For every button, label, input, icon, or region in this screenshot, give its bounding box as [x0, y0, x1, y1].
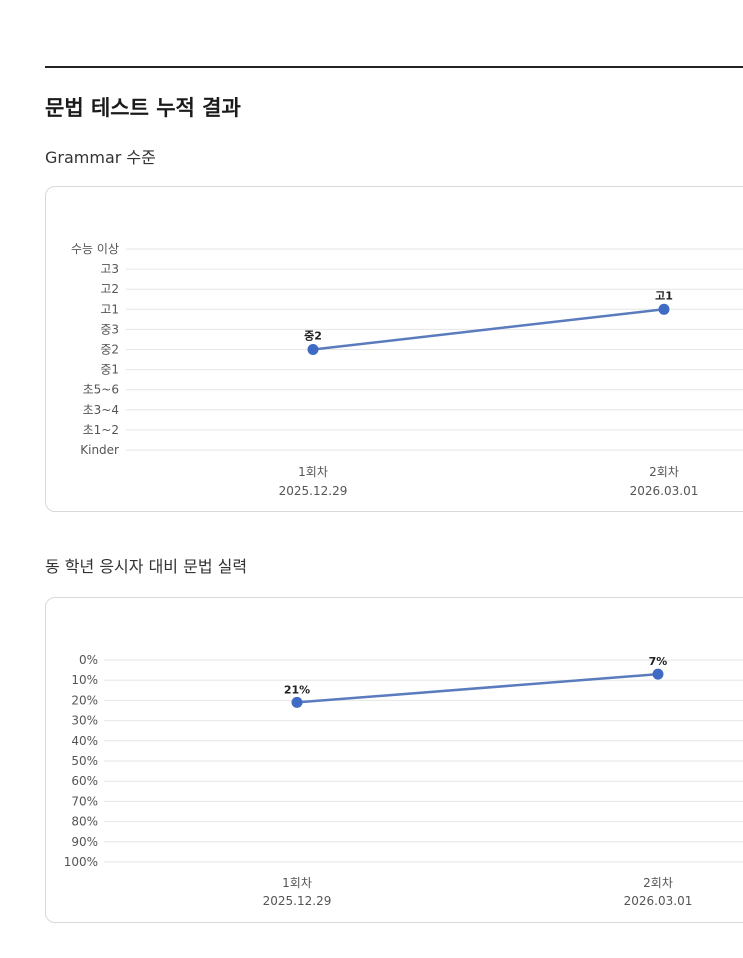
data-point	[658, 303, 670, 315]
grammar-level-chart: Kinder 초1~2 초3~4 초5~6 중1 중2 중3 고1 고2 고3 수능 이상 1회차 20…	[71, 242, 743, 498]
x-category-label: 2회차	[643, 876, 673, 890]
y-tick-label: 0%	[79, 653, 98, 667]
y-tick-label: 20%	[71, 693, 98, 707]
page-title: 문법 테스트 누적 결과	[45, 96, 241, 120]
y-tick-label: 40%	[71, 734, 98, 748]
data-point	[307, 344, 319, 355]
data-point	[291, 696, 303, 708]
data-label: 21%	[284, 683, 310, 696]
y-tick-label: 60%	[71, 774, 98, 788]
series-line	[296, 672, 659, 704]
y-tick-label: 10%	[71, 673, 98, 687]
y-tick-label: 중2	[100, 343, 119, 357]
y-tick-label: Kinder	[80, 443, 119, 457]
y-tick-label: 90%	[71, 835, 98, 849]
grammar-level-chart-card: Kinder 초1~2 초3~4 초5~6 중1 중2 중3 고1 고2 고3 수능 이상 1회차 20…	[45, 186, 743, 512]
y-tick-label: 초3~4	[83, 403, 119, 417]
y-tick-label: 80%	[71, 815, 98, 829]
y-tick-label: 고2	[100, 282, 119, 296]
x-category-date: 2026.03.01	[630, 484, 699, 498]
y-tick-label: 수능 이상	[71, 242, 119, 256]
y-tick-label: 고1	[100, 302, 119, 316]
data-label: 중2	[304, 330, 322, 343]
x-category-date: 2025.12.29	[263, 894, 332, 908]
percentile-chart: 0% 10% 20% 30% 40% 50% 60% 70% 80% 90% 100% 1회차 2025…	[64, 653, 743, 908]
grammar-level-section-title: Grammar 수준	[45, 148, 156, 167]
data-point	[652, 668, 664, 680]
y-tick-label: 초1~2	[83, 423, 119, 437]
x-category-label: 1회차	[298, 465, 328, 479]
top-divider	[45, 66, 743, 68]
y-tick-label: 100%	[64, 855, 98, 869]
y-tick-label: 70%	[71, 794, 98, 808]
data-label: 7%	[649, 655, 668, 668]
y-tick-label: 50%	[71, 754, 98, 768]
y-tick-label: 초5~6	[83, 383, 119, 397]
percentile-section-title: 동 학년 응시자 대비 문법 실력	[45, 557, 248, 576]
x-category-label: 1회차	[282, 876, 312, 890]
y-tick-label: 중3	[100, 322, 119, 336]
x-category-date: 2026.03.01	[624, 894, 693, 908]
y-tick-label: 고3	[100, 262, 119, 276]
y-tick-label: 중1	[100, 363, 119, 377]
data-label: 고1	[655, 289, 673, 302]
series-line	[312, 308, 665, 351]
x-category-label: 2회차	[649, 465, 679, 479]
percentile-chart-card: 0% 10% 20% 30% 40% 50% 60% 70% 80% 90% 100% 1회차 2025…	[45, 597, 743, 923]
y-tick-label: 30%	[71, 714, 98, 728]
x-category-date: 2025.12.29	[279, 484, 348, 498]
